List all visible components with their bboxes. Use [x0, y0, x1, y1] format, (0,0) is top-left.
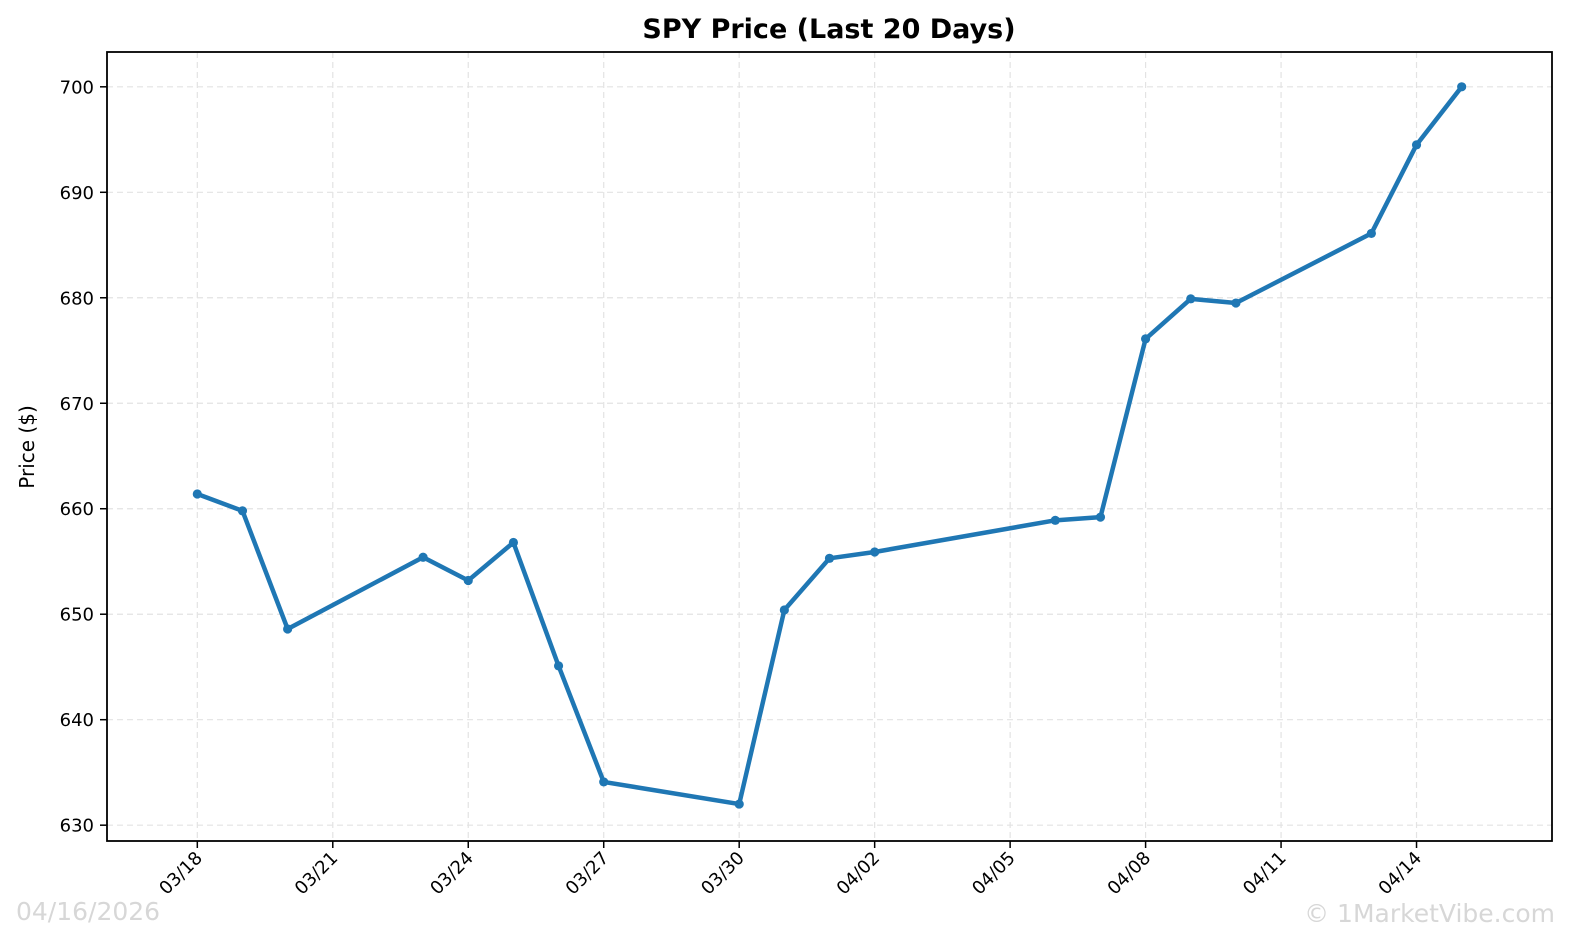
x-tick-label: 03/18: [155, 848, 207, 900]
watermark-date: 04/16/2026: [16, 897, 160, 926]
x-tick-label: 03/27: [562, 848, 614, 900]
data-point: [870, 547, 880, 557]
x-axis-ticks: 03/18 03/21 03/24 03/27 03/30 04/02 04/05 04/08…: [155, 841, 1426, 899]
y-axis-ticks: 630 640 650 660 670 680 690 700: [60, 77, 107, 837]
y-tick-label: 660: [60, 499, 94, 520]
x-tick-label: 04/05: [968, 848, 1020, 900]
y-axis-label: Price ($): [15, 405, 39, 488]
y-tick-label: 640: [60, 710, 94, 731]
x-tick-label: 03/30: [697, 848, 749, 900]
y-tick-label: 630: [60, 816, 94, 837]
price-series: [192, 82, 1467, 809]
y-tick-label: 680: [60, 288, 94, 309]
data-point: [734, 799, 744, 809]
plot-frame: [106, 51, 1553, 842]
data-point: [779, 605, 789, 615]
data-point: [1231, 298, 1241, 308]
data-point: [418, 552, 428, 562]
data-point: [1186, 294, 1196, 304]
x-tick-label: 04/11: [1239, 848, 1291, 900]
data-point: [1095, 512, 1106, 522]
data-point: [1050, 515, 1060, 525]
data-point: [192, 489, 202, 499]
data-point: [1411, 140, 1422, 150]
data-point: [553, 661, 564, 671]
data-point: [1366, 228, 1376, 239]
x-tick-label: 04/08: [1104, 848, 1156, 900]
watermark-copyright: © 1MarketVibe.com: [1304, 899, 1555, 928]
x-tick-label: 03/24: [426, 848, 478, 900]
x-tick-label: 03/21: [291, 848, 343, 900]
data-point: [508, 537, 519, 548]
y-tick-label: 670: [60, 394, 94, 415]
data-point: [463, 575, 473, 586]
data-point: [599, 777, 609, 787]
y-tick-label: 690: [60, 183, 94, 204]
grid: [107, 52, 1552, 841]
data-point: [283, 624, 293, 634]
data-point: [1457, 82, 1467, 92]
data-point: [824, 553, 835, 563]
x-tick-label: 04/14: [1375, 848, 1427, 900]
data-point: [1140, 334, 1151, 344]
data-point: [237, 506, 248, 516]
y-tick-label: 700: [60, 77, 94, 98]
y-tick-label: 650: [60, 605, 94, 626]
chart-title: SPY Price (Last 20 Days): [642, 14, 1015, 45]
x-tick-label: 04/02: [833, 848, 885, 900]
series-line: [195, 84, 1464, 807]
